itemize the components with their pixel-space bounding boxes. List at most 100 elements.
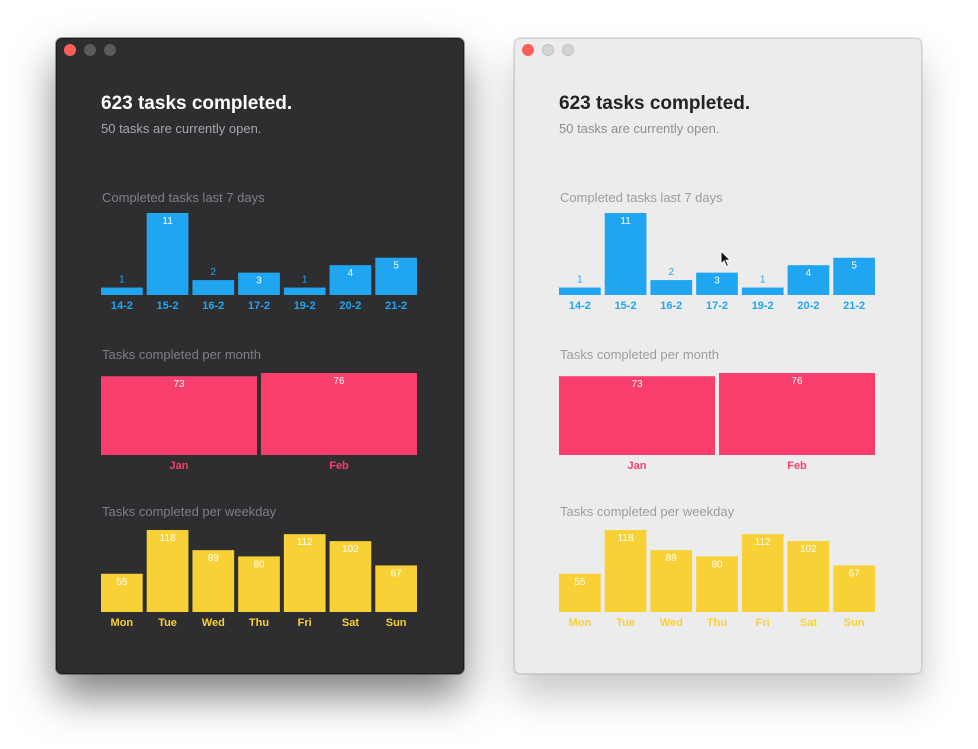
bar-16-2	[192, 280, 235, 295]
minimize-button[interactable]	[84, 44, 96, 56]
maximize-button[interactable]	[104, 44, 116, 56]
bar-tue	[146, 530, 189, 612]
tick-label-jan: Jan	[628, 460, 647, 472]
bar-fri	[741, 534, 784, 612]
value-label-feb: 76	[333, 376, 345, 387]
bar-sat	[329, 541, 372, 612]
per-month-title: Tasks completed per month	[560, 347, 719, 362]
tick-label-19-2: 19-2	[294, 300, 316, 312]
value-label-20-2: 4	[348, 268, 354, 279]
tick-label-14-2: 14-2	[111, 300, 133, 312]
value-label-thu: 80	[711, 559, 723, 570]
value-label-19-2: 1	[760, 275, 766, 286]
value-label-15-2: 11	[620, 216, 631, 227]
tick-label-fri: Fri	[298, 617, 312, 629]
last-7-days-chart: 1 14-2 11 15-2 2 16-2 3 17-2 1 19-2 4 20-2 5 21-2	[101, 213, 417, 317]
bar-16-2	[650, 280, 693, 295]
tick-label-thu: Thu	[249, 617, 269, 629]
value-label-fri: 112	[297, 537, 313, 548]
bar-jan	[101, 376, 257, 455]
value-label-mon: 55	[116, 577, 128, 588]
tick-label-21-2: 21-2	[843, 300, 865, 312]
per-weekday-title: Tasks completed per weekday	[102, 504, 277, 519]
value-label-21-2: 5	[393, 261, 399, 272]
tick-label-20-2: 20-2	[797, 300, 819, 312]
bar-15-2	[146, 213, 189, 295]
value-label-sun: 67	[849, 568, 861, 579]
value-label-sat: 102	[800, 544, 817, 555]
tick-label-sat: Sat	[342, 617, 359, 629]
value-label-thu: 80	[253, 559, 265, 570]
value-label-sun: 67	[391, 568, 403, 579]
value-label-14-2: 1	[119, 275, 125, 286]
tick-label-17-2: 17-2	[706, 300, 728, 312]
bar-17-2	[238, 272, 280, 295]
value-label-21-2: 5	[851, 261, 857, 272]
bar-feb	[719, 373, 875, 455]
per-weekday-chart: 55 Mon 118 Tue 89 Wed 80 Thu 112 Fri 102 Sat 67 Sun	[101, 530, 417, 634]
bar-14-2	[101, 287, 143, 295]
tick-label-15-2: 15-2	[157, 300, 179, 312]
value-label-sat: 102	[342, 544, 359, 555]
value-label-fri: 112	[755, 537, 771, 548]
value-label-19-2: 1	[302, 275, 308, 286]
bar-sat	[787, 541, 830, 612]
bar-mon	[559, 573, 601, 612]
tick-label-17-2: 17-2	[248, 300, 270, 312]
value-label-wed: 89	[208, 553, 220, 564]
per-month-chart: 73 Jan 76 Feb	[559, 373, 875, 473]
tick-label-thu: Thu	[707, 617, 727, 629]
last-7-days-title: Completed tasks last 7 days	[560, 190, 723, 205]
tasks-completed-headline: 623 tasks completed.	[101, 93, 293, 114]
bar-14-2	[559, 287, 601, 295]
bar-20-2	[787, 265, 830, 295]
tick-label-sun: Sun	[386, 617, 407, 629]
bar-tue	[604, 530, 647, 612]
tick-label-tue: Tue	[616, 617, 635, 629]
value-label-17-2: 3	[714, 276, 720, 287]
value-label-tue: 118	[160, 533, 176, 544]
value-label-15-2: 11	[162, 216, 173, 227]
minimize-button[interactable]	[542, 44, 554, 56]
tasks-completed-headline: 623 tasks completed.	[559, 93, 751, 114]
tick-label-jan: Jan	[170, 460, 189, 472]
mouse-cursor-icon	[720, 250, 732, 268]
value-label-mon: 55	[574, 577, 586, 588]
bar-thu	[696, 556, 738, 612]
tick-label-wed: Wed	[202, 617, 225, 629]
tick-label-mon: Mon	[111, 617, 134, 629]
bar-15-2	[604, 213, 647, 295]
tick-label-fri: Fri	[756, 617, 770, 629]
bar-wed	[650, 550, 693, 612]
value-label-jan: 73	[173, 379, 185, 390]
tick-label-19-2: 19-2	[752, 300, 774, 312]
tick-label-20-2: 20-2	[339, 300, 361, 312]
tick-label-15-2: 15-2	[615, 300, 637, 312]
close-button[interactable]	[64, 44, 76, 56]
close-button[interactable]	[522, 44, 534, 56]
bar-21-2	[833, 257, 875, 295]
bar-sun	[833, 565, 875, 612]
per-month-chart: 73 Jan 76 Feb	[101, 373, 417, 473]
tick-label-feb: Feb	[329, 460, 349, 472]
tick-label-16-2: 16-2	[660, 300, 682, 312]
value-label-17-2: 3	[256, 276, 262, 287]
maximize-button[interactable]	[562, 44, 574, 56]
value-label-jan: 73	[631, 379, 643, 390]
window-dark: 623 tasks completed. 50 tasks are curren…	[56, 38, 464, 674]
bar-fri	[283, 534, 326, 612]
bar-20-2	[329, 265, 372, 295]
per-weekday-chart: 55 Mon 118 Tue 89 Wed 80 Thu 112 Fri 102 Sat 67 Sun	[559, 530, 875, 634]
open-tasks-text: 50 tasks are currently open.	[101, 121, 262, 136]
bar-thu	[238, 556, 280, 612]
value-label-wed: 89	[666, 553, 678, 564]
tick-label-14-2: 14-2	[569, 300, 591, 312]
value-label-feb: 76	[791, 376, 803, 387]
tick-label-sat: Sat	[800, 617, 817, 629]
open-tasks-text: 50 tasks are currently open.	[559, 121, 720, 136]
bar-17-2	[696, 272, 738, 295]
bar-sun	[375, 565, 417, 612]
bar-21-2	[375, 257, 417, 295]
bar-19-2	[283, 287, 326, 295]
bar-19-2	[741, 287, 784, 295]
